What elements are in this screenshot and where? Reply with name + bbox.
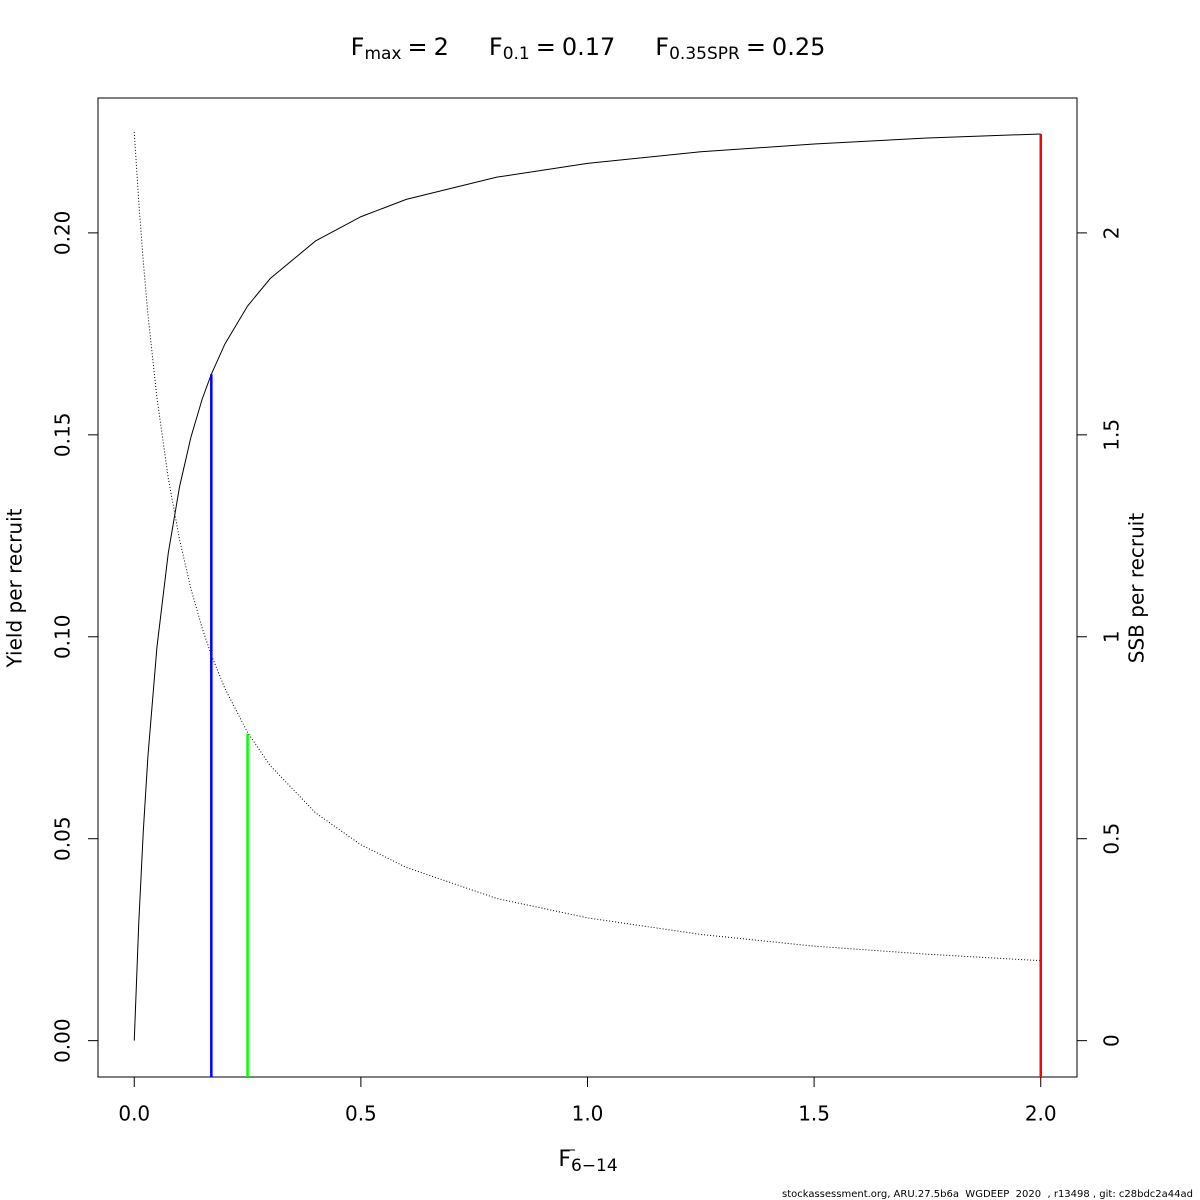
title-symbol: F [655,33,669,61]
y2-axis-label: SSB per recruit [1125,513,1149,664]
x-axis-label: F6−14 [558,1147,617,1176]
title-value: 2 [434,33,449,61]
title-subscript: 0.35SPR [669,44,740,64]
title-relation: = [407,33,427,61]
x-tick-label: 1.0 [572,1102,604,1126]
title-subscript: 0.1 [503,44,530,64]
title-relation: = [536,33,556,61]
x-tick-label: 0.0 [118,1102,150,1126]
y-tick-label: 0.10 [51,615,75,660]
series-line [133,133,1041,1041]
x-tick-label: 2.0 [1025,1102,1057,1126]
title-subscript: max [364,44,401,64]
title-relation: = [746,33,766,61]
title-symbol: F [489,33,503,61]
x-label-symbol: F [558,1147,571,1172]
y2-tick-label: 1 [1100,630,1124,643]
x-tick-label: 1.5 [798,1102,830,1126]
y2-tick-label: 0.5 [1100,823,1124,855]
y-tick-label: 0.05 [51,816,75,861]
series-line [133,131,1041,962]
x-tick-label: 0.5 [345,1102,377,1126]
y-tick-label: 0.15 [51,413,75,458]
title-value: 0.17 [562,33,615,61]
y-axis-label: Yield per recruit [3,508,27,668]
footer: stockassessment.org, ARU.27.5b6a WGDEEP … [782,1189,1193,1200]
plot-frame [97,97,1078,1078]
y-tick-label: 0.00 [51,1018,75,1063]
x-label-subscript: 6−14 [571,1156,618,1176]
y2-tick-label: 1.5 [1100,419,1124,451]
y-tick-label: 0.20 [51,211,75,256]
title-symbol: F [351,33,365,61]
chart-title: Fmax = 2 F0.1 = 0.17 F0.35SPR = 0.25 [351,33,826,64]
y2-tick-label: 0 [1100,1034,1124,1047]
title-value: 0.25 [772,33,825,61]
y2-tick-label: 2 [1100,227,1124,240]
